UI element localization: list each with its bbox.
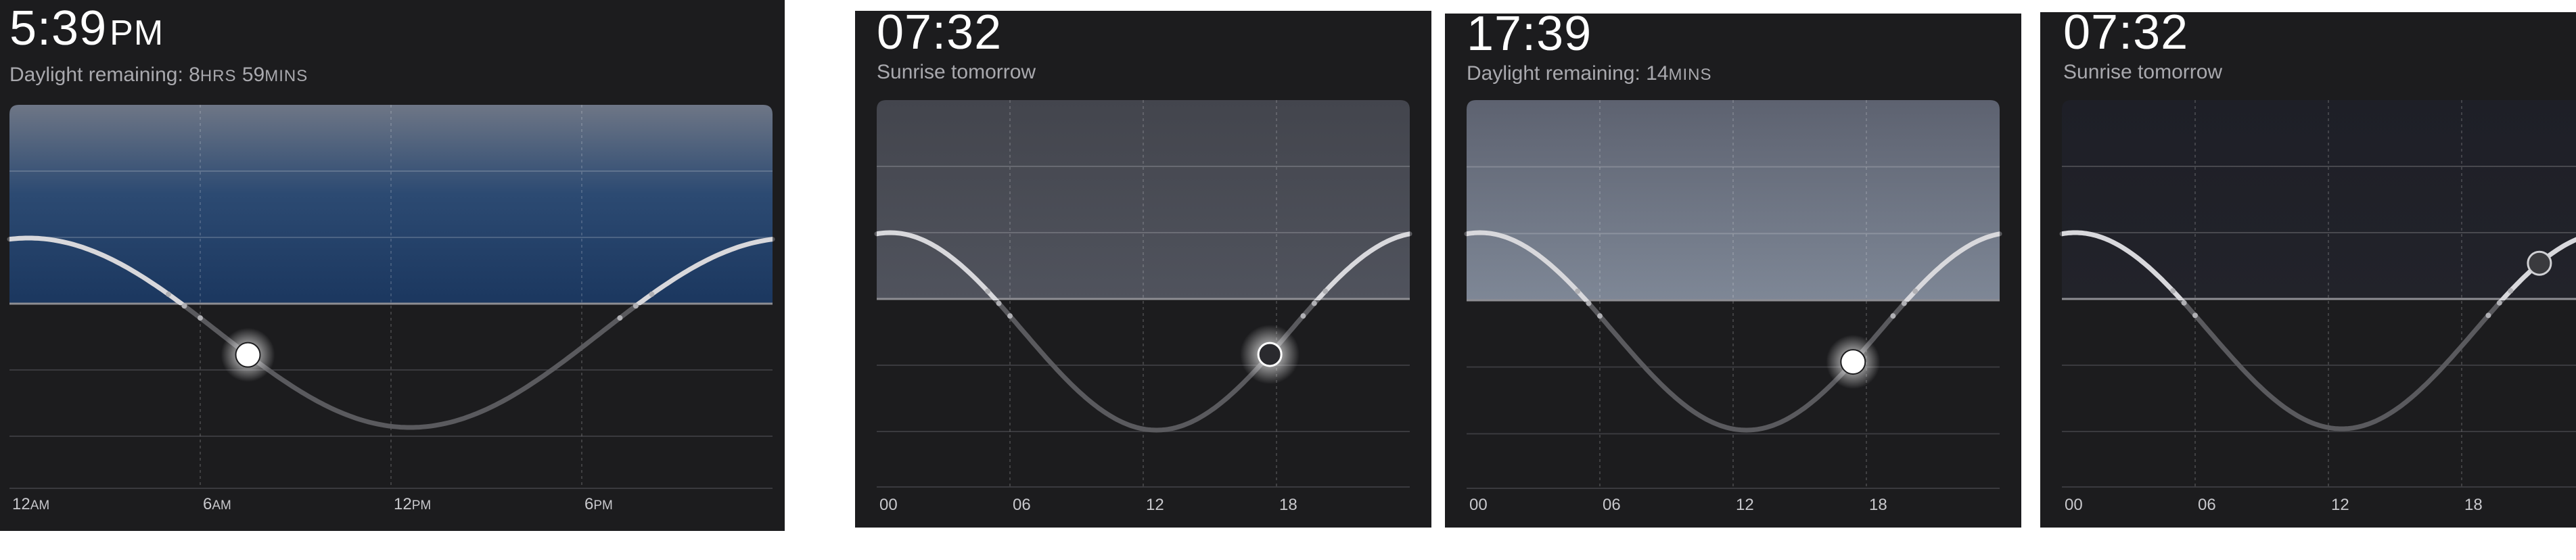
time-axis-label: 00: [879, 496, 898, 514]
sun-path-day: [9, 235, 773, 305]
sun-path-day: [877, 230, 1410, 300]
daylight-chart: 00 06 12 18: [1464, 100, 2002, 514]
daylight-remaining-text: Daylight remaining: 8HRS 59MINS: [9, 64, 308, 86]
sun-marker: [235, 342, 261, 368]
twilight-dot: [1322, 288, 1329, 294]
daytime-sky: [877, 100, 1410, 299]
sun-path-day: [1467, 230, 2000, 302]
twilight-dot: [1311, 300, 1317, 306]
twilight-dot: [1597, 313, 1603, 319]
twilight-dot: [198, 315, 203, 321]
sunrise-tomorrow-label: Sunrise tomorrow: [877, 61, 1036, 83]
time-axis-label: 12: [2331, 496, 2349, 514]
daytime-sky: [9, 105, 773, 304]
sunrise-time: 07:32: [2063, 12, 2189, 60]
daylight-panel-3: 17:39 Daylight remaining: 14MINS 00 06 12 1…: [1445, 14, 2021, 528]
time-axis-label: 00: [2065, 496, 2083, 514]
daytime-sky: [2062, 100, 2576, 299]
sun-marker: [2527, 250, 2552, 276]
time-axis-label: 18: [2464, 496, 2483, 514]
twilight-dot: [1586, 300, 1592, 306]
twilight-dot: [649, 291, 655, 298]
daylight-chart: 12AM 6AM 12PM 6PM: [7, 105, 775, 513]
twilight-dot: [1300, 313, 1306, 319]
daylight-chart: 00 06 12 18: [2059, 100, 2576, 514]
time-axis-label: 18: [1869, 496, 1887, 514]
time-axis-label: 12PM: [394, 495, 431, 513]
twilight-dot: [632, 303, 639, 309]
current-time: 17:39: [1467, 14, 1592, 61]
time-axis-label: 06: [1603, 496, 1621, 514]
daylight-remaining-text: Daylight remaining: 14MINS: [1467, 62, 1712, 85]
time-axis-label: 6AM: [203, 495, 231, 513]
daylight-panel-4: 07:32 Sunrise tomorrow 00 06 12 18: [2040, 12, 2576, 528]
twilight-dot: [1890, 313, 1896, 319]
twilight-dot: [2508, 288, 2514, 294]
twilight-dot: [2192, 312, 2198, 319]
time-axis-label: 06: [2198, 496, 2216, 514]
sun-marker: [1840, 349, 1866, 375]
twilight-dot: [2485, 312, 2491, 319]
sun-marker: [1257, 342, 1283, 367]
sun-path-day: [2062, 230, 2576, 300]
sunrise-time: 07:32: [877, 11, 1003, 60]
twilight-dot: [2181, 300, 2187, 306]
twilight-dot: [996, 300, 1002, 306]
current-time: 5:39PM: [9, 1, 164, 55]
twilight-dot: [1007, 313, 1013, 319]
twilight-dot: [1575, 288, 1581, 294]
time-axis-label: 6PM: [584, 495, 613, 513]
daytime-sky: [1467, 100, 2000, 300]
time-axis-label: 12: [1146, 496, 1164, 514]
time-axis-label: 12AM: [12, 495, 49, 513]
daylight-panel-2: 07:32 Sunrise tomorrow 00 06 12 18: [855, 11, 1431, 528]
time-axis-label: 00: [1469, 496, 1488, 514]
twilight-dot: [2170, 288, 2176, 294]
time-axis-label: 18: [1279, 496, 1297, 514]
daylight-chart: 00 06 12 18: [874, 100, 1412, 514]
twilight-dot: [617, 315, 623, 321]
time-axis-label: 12: [1736, 496, 1754, 514]
sunrise-tomorrow-label: Sunrise tomorrow: [2063, 61, 2223, 83]
twilight-dot: [1901, 300, 1907, 306]
twilight-dot: [985, 288, 991, 294]
twilight-dot: [181, 303, 187, 309]
twilight-dot: [166, 291, 171, 298]
time-axis-label: 06: [1013, 496, 1031, 514]
twilight-dot: [2496, 300, 2502, 306]
daylight-panel-1: 5:39PM Daylight remaining: 8HRS 59MINS 1…: [0, 0, 785, 531]
twilight-dot: [1912, 288, 1918, 294]
